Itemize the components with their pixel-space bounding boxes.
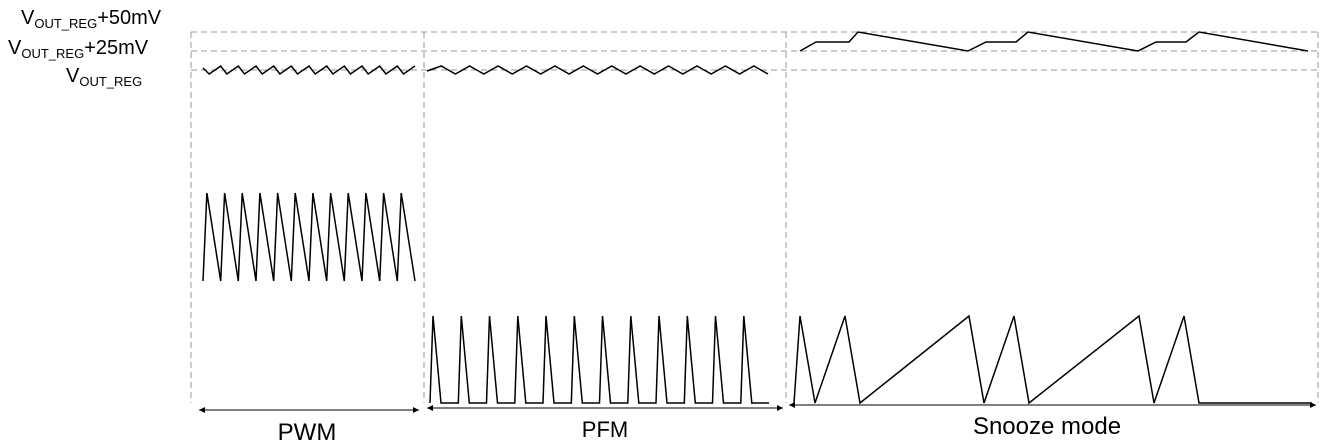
mode-label-pfm: PFM bbox=[581, 417, 629, 442]
snooze-current-bursts bbox=[793, 314, 1312, 405]
mode-label-pwm: PWM bbox=[277, 419, 337, 446]
label-vout-50mv-suffix: +50mV bbox=[97, 7, 162, 29]
label-vout-reg: VOUT_REG bbox=[66, 66, 142, 88]
pfm-range-arrow-head-right bbox=[777, 405, 783, 411]
mode-label-snooze: Snooze mode bbox=[972, 413, 1122, 440]
snooze-voltage-trace bbox=[799, 31, 1309, 52]
pfm-range-arrow-head-left bbox=[427, 405, 433, 411]
label-vout-50mv-sub: OUT_REG bbox=[34, 16, 98, 31]
pwm-range-arrow-head-left bbox=[199, 407, 205, 413]
pwm-range-arrow-head-right bbox=[413, 407, 419, 413]
pfm-voltage-ripple bbox=[426, 65, 769, 75]
dashed-guide-lines bbox=[190, 31, 1319, 403]
pfm-current-pulses bbox=[429, 315, 769, 404]
label-vout-25mv-base: V bbox=[8, 37, 22, 59]
waveforms bbox=[202, 31, 1312, 405]
label-vout-50mv-base: V bbox=[21, 7, 35, 29]
snooze-range-arrow-head-left bbox=[789, 402, 795, 408]
label-vout-25mv-sub: OUT_REG bbox=[21, 46, 85, 61]
label-vout-reg-sub: OUT_REG bbox=[79, 74, 143, 89]
label-vout-25mv: VOUT_REG+25mV bbox=[8, 38, 148, 60]
label-vout-50mv: VOUT_REG+50mV bbox=[21, 8, 161, 30]
label-vout-reg-base: V bbox=[66, 65, 80, 87]
pwm-current-sawtooth bbox=[202, 192, 416, 282]
mode-arrows bbox=[199, 402, 1316, 413]
pwm-voltage-ripple bbox=[202, 64, 416, 76]
label-vout-25mv-suffix: +25mV bbox=[84, 37, 149, 59]
